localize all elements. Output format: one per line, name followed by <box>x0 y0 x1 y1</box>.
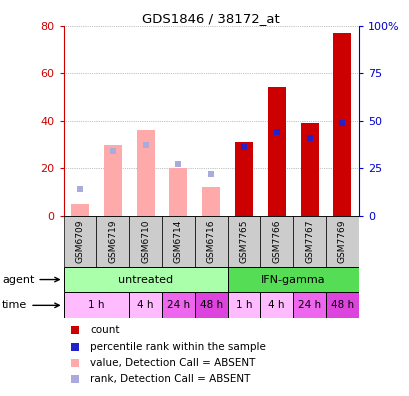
Text: time: time <box>2 300 59 310</box>
Bar <box>234 142 252 216</box>
Bar <box>71 204 89 216</box>
Bar <box>194 293 227 318</box>
Bar <box>129 293 162 318</box>
Bar <box>333 33 351 216</box>
Bar <box>162 293 194 318</box>
Bar <box>292 216 325 267</box>
Text: 24 h: 24 h <box>297 300 320 310</box>
Text: GSM7767: GSM7767 <box>304 219 313 263</box>
Text: GSM7769: GSM7769 <box>337 219 346 263</box>
Bar <box>227 216 260 267</box>
Text: 1 h: 1 h <box>235 300 252 310</box>
Bar <box>63 216 96 267</box>
Text: percentile rank within the sample: percentile rank within the sample <box>90 342 265 352</box>
Bar <box>103 145 121 216</box>
Text: rank, Detection Call = ABSENT: rank, Detection Call = ABSENT <box>90 374 250 384</box>
Text: GSM6710: GSM6710 <box>141 219 150 263</box>
Bar <box>292 293 325 318</box>
Bar <box>227 293 260 318</box>
Text: IFN-gamma: IFN-gamma <box>260 274 325 285</box>
Bar <box>267 88 285 216</box>
Bar <box>96 216 129 267</box>
Bar <box>63 267 227 293</box>
Bar <box>194 216 227 267</box>
Text: GSM6709: GSM6709 <box>75 219 84 263</box>
Bar <box>169 168 187 216</box>
Bar <box>63 293 129 318</box>
Text: untreated: untreated <box>118 274 173 285</box>
Bar <box>202 187 220 216</box>
Text: count: count <box>90 326 119 335</box>
Text: 24 h: 24 h <box>166 300 189 310</box>
Text: 4 h: 4 h <box>137 300 153 310</box>
Text: 4 h: 4 h <box>268 300 284 310</box>
Bar <box>325 216 358 267</box>
Text: GSM6716: GSM6716 <box>206 219 215 263</box>
Text: GSM7766: GSM7766 <box>272 219 281 263</box>
Text: GSM7765: GSM7765 <box>239 219 248 263</box>
Title: GDS1846 / 38172_at: GDS1846 / 38172_at <box>142 11 279 25</box>
Bar <box>162 216 194 267</box>
Bar <box>129 216 162 267</box>
Text: value, Detection Call = ABSENT: value, Detection Call = ABSENT <box>90 358 255 368</box>
Bar <box>260 216 292 267</box>
Bar <box>325 293 358 318</box>
Text: GSM6714: GSM6714 <box>173 219 182 263</box>
Text: 1 h: 1 h <box>88 300 104 310</box>
Bar <box>300 123 318 216</box>
Bar <box>136 130 154 216</box>
Bar <box>227 267 358 293</box>
Text: 48 h: 48 h <box>330 300 353 310</box>
Text: 48 h: 48 h <box>199 300 222 310</box>
Text: GSM6719: GSM6719 <box>108 219 117 263</box>
Text: agent: agent <box>2 274 59 285</box>
Bar <box>260 293 292 318</box>
